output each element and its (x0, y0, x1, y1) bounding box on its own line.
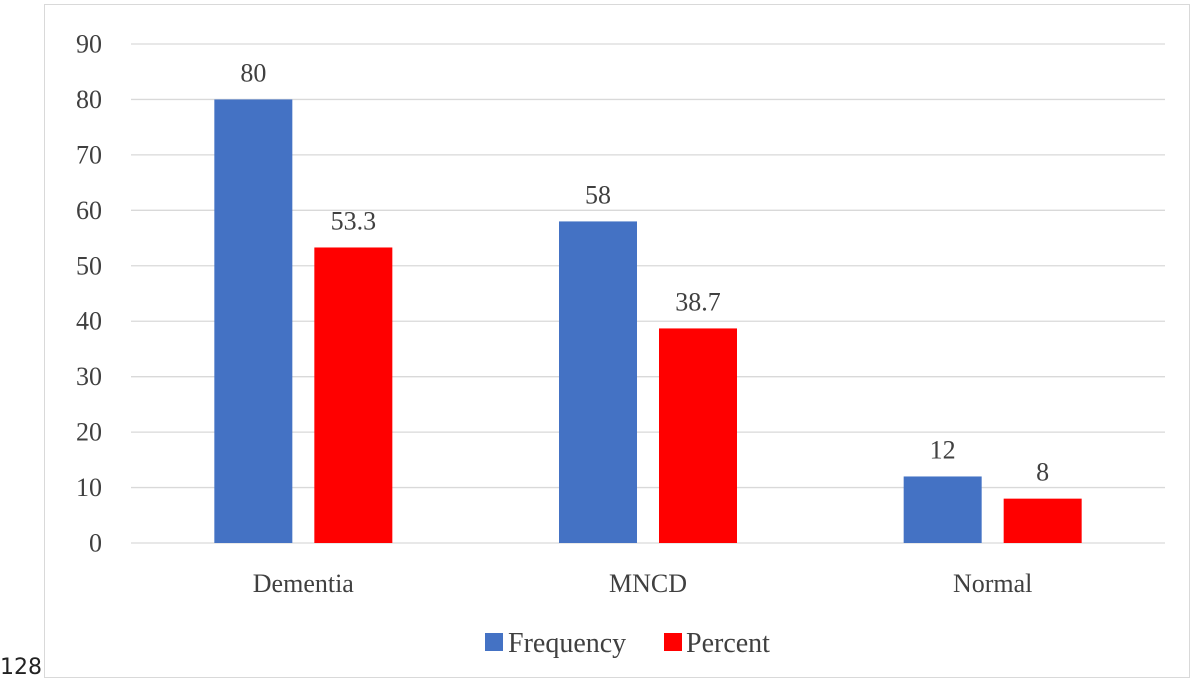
y-tick-label: 70 (76, 140, 102, 169)
data-label: 80 (240, 58, 266, 87)
data-label: 8 (1036, 458, 1049, 487)
legend-swatch-frequency (485, 633, 503, 651)
x-axis-category-labels: Dementia MNCD Normal (253, 569, 1033, 598)
frequency-bar (214, 99, 293, 543)
y-tick-label: 50 (76, 251, 102, 280)
y-axis-tick-labels: 0 10 20 30 40 50 60 70 80 90 (76, 30, 102, 558)
data-label: 58 (585, 180, 611, 209)
data-labels: 80 53.3 58 38.7 12 8 (240, 58, 1049, 486)
legend-label: Percent (686, 628, 770, 659)
percent-bar (314, 247, 393, 543)
gridlines (131, 43, 1165, 544)
category-label: Normal (953, 569, 1032, 598)
category-label: Dementia (253, 569, 355, 598)
legend-label: Frequency (508, 628, 626, 659)
percent-bar (1003, 498, 1082, 543)
y-tick-label: 30 (76, 362, 102, 391)
legend: Frequency Percent (485, 628, 770, 659)
y-tick-label: 80 (76, 85, 102, 114)
percent-bar (659, 328, 737, 543)
y-tick-label: 10 (76, 473, 102, 502)
y-tick-label: 0 (89, 529, 102, 558)
data-label: 53.3 (331, 206, 377, 235)
frequency-bar (903, 476, 982, 543)
data-label: 38.7 (675, 287, 721, 316)
y-tick-label: 20 (76, 418, 102, 447)
bars (214, 99, 1082, 543)
y-tick-label: 60 (76, 196, 102, 225)
page-number: 128 (0, 655, 42, 680)
y-tick-label: 40 (76, 307, 102, 336)
data-label: 12 (930, 435, 956, 464)
frequency-bar (559, 221, 637, 543)
y-tick-label: 90 (76, 30, 102, 59)
legend-swatch-percent (664, 633, 682, 651)
category-label: MNCD (609, 569, 687, 598)
